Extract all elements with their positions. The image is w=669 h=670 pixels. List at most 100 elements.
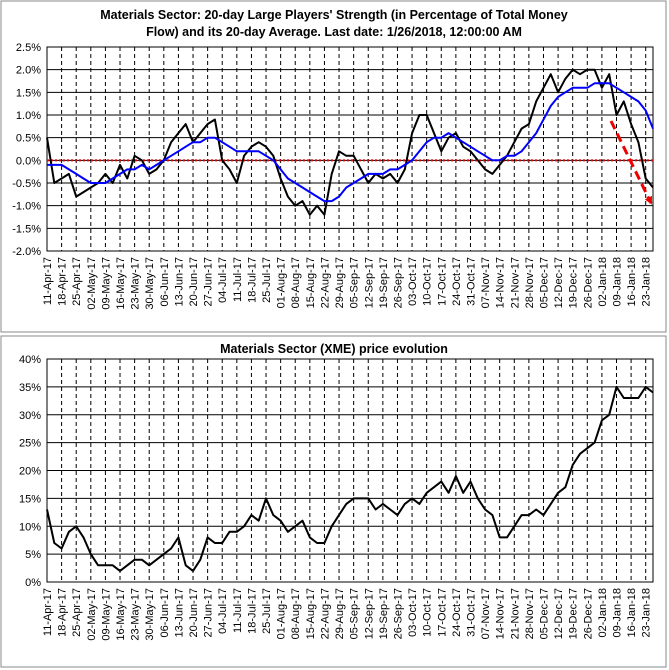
y-tick-label: 30% (19, 410, 41, 422)
chart-layer: Materials Sector: 20-day Large Players' … (12, 8, 654, 641)
x-tick-label: 25-Jul-17 (261, 257, 273, 303)
x-tick-label: 25-Apr-17 (71, 257, 83, 306)
x-tick-label: 19-Dec-17 (568, 588, 580, 639)
x-tick-label: 16-May-17 (115, 257, 127, 310)
x-tick-label: 30-May-17 (144, 257, 156, 310)
x-tick-label: 17-Oct-17 (436, 588, 448, 637)
x-tick-label: 18-Jul-17 (246, 588, 258, 634)
x-tick-label: 10-Oct-17 (422, 257, 434, 306)
x-tick-label: 19-Dec-17 (568, 257, 580, 308)
x-tick-label: 23-Jan-18 (641, 588, 653, 638)
x-tick-label: 11-Apr-17 (42, 257, 54, 305)
series-line (46, 385, 654, 572)
y-tick-label: -1.5% (12, 223, 41, 235)
x-tick-label: 05-Sep-17 (349, 588, 361, 639)
x-tick-label: 10-Oct-17 (422, 588, 434, 637)
y-tick-label: 25% (19, 438, 41, 450)
x-tick-label: 11-Apr-17 (42, 588, 54, 636)
x-tick-label: 24-Oct-17 (451, 588, 463, 637)
x-tick-label: 07-Nov-17 (480, 257, 492, 308)
x-tick-label: 01-Aug-17 (276, 588, 288, 639)
x-tick-label: 05-Dec-17 (538, 257, 550, 308)
x-tick-label: 09-Jan-18 (611, 257, 623, 307)
x-tick-label: 26-Dec-17 (582, 257, 594, 308)
y-tick-label: 1.0% (16, 110, 41, 122)
y-tick-label: 40% (19, 354, 41, 366)
x-tick-label: 13-Jun-17 (173, 588, 185, 638)
x-tick-label: 28-Nov-17 (524, 588, 536, 639)
x-tick-label: 09-May-17 (100, 588, 112, 641)
chart-title: Materials Sector: 20-day Large Players' … (100, 8, 568, 22)
x-tick-label: 12-Sep-17 (363, 257, 375, 308)
x-tick-label: 27-Jun-17 (203, 257, 215, 307)
x-tick-label: 29-Aug-17 (334, 257, 346, 308)
x-tick-label: 16-Jan-18 (626, 257, 638, 307)
x-tick-label: 31-Oct-17 (465, 257, 477, 306)
y-tick-label: 2.0% (16, 65, 41, 77)
x-tick-label: 08-Aug-17 (290, 257, 302, 308)
x-tick-label: 04-Jul-17 (217, 588, 229, 634)
x-tick-label: 05-Dec-17 (538, 588, 550, 639)
x-tick-label: 15-Aug-17 (305, 588, 317, 639)
x-tick-label: 15-Aug-17 (305, 257, 317, 308)
x-tick-label: 22-Aug-17 (319, 588, 331, 639)
x-tick-label: 25-Jul-17 (261, 588, 273, 634)
x-tick-label: 18-Apr-17 (57, 588, 69, 637)
x-tick-label: 27-Jun-17 (203, 588, 215, 638)
x-tick-label: 14-Nov-17 (495, 588, 507, 639)
x-tick-label: 08-Aug-17 (290, 588, 302, 639)
series-line (47, 82, 654, 203)
chart-title: Flow) and its 20-day Average. Last date:… (146, 25, 522, 39)
x-tick-label: 22-Aug-17 (319, 257, 331, 308)
series-line (46, 68, 654, 216)
y-tick-label: -0.5% (12, 178, 41, 190)
x-tick-label: 21-Nov-17 (509, 257, 521, 308)
x-tick-label: 12-Sep-17 (363, 588, 375, 639)
x-tick-label: 05-Sep-17 (349, 257, 361, 308)
y-tick-label: -2.0% (12, 246, 41, 258)
x-tick-label: 06-Jun-17 (159, 257, 171, 307)
x-tick-label: 29-Aug-17 (334, 588, 346, 639)
x-tick-label: 16-May-17 (115, 588, 127, 641)
x-tick-label: 01-Aug-17 (276, 257, 288, 308)
x-tick-label: 21-Nov-17 (509, 588, 521, 639)
y-tick-label: 20% (19, 466, 41, 478)
y-tick-label: 5% (25, 549, 41, 561)
x-tick-label: 25-Apr-17 (71, 588, 83, 637)
x-tick-label: 03-Oct-17 (407, 588, 419, 637)
x-tick-label: 04-Jul-17 (217, 257, 229, 303)
x-tick-label: 16-Jan-18 (626, 588, 638, 638)
x-tick-label: 11-Jul-17 (232, 588, 244, 633)
x-tick-label: 13-Jun-17 (173, 257, 185, 307)
x-tick-label: 20-Jun-17 (188, 588, 200, 638)
y-tick-label: 0.5% (16, 133, 41, 145)
x-tick-label: 02-Jan-18 (597, 257, 609, 307)
y-tick-label: 2.5% (16, 42, 41, 54)
x-tick-label: 26-Sep-17 (392, 257, 404, 308)
x-tick-label: 19-Sep-17 (378, 257, 390, 308)
x-tick-label: 02-May-17 (86, 257, 98, 310)
x-tick-label: 12-Dec-17 (553, 257, 565, 308)
y-tick-label: 15% (19, 493, 41, 505)
x-tick-label: 20-Jun-17 (188, 257, 200, 307)
y-tick-label: 35% (19, 382, 41, 394)
x-tick-label: 12-Dec-17 (553, 588, 565, 639)
x-tick-label: 23-Jan-18 (641, 257, 653, 307)
x-tick-label: 17-Oct-17 (436, 257, 448, 306)
x-tick-label: 02-May-17 (86, 588, 98, 641)
x-tick-label: 23-May-17 (130, 588, 142, 641)
y-tick-label: 0% (25, 577, 41, 589)
y-tick-label: 0.0% (16, 155, 41, 167)
y-tick-label: -1.0% (12, 201, 41, 213)
x-tick-label: 24-Oct-17 (451, 257, 463, 306)
panel-frame (0, 335, 667, 668)
x-tick-label: 23-May-17 (130, 257, 142, 310)
x-tick-label: 28-Nov-17 (524, 257, 536, 308)
x-tick-label: 07-Nov-17 (480, 588, 492, 639)
x-tick-label: 06-Jun-17 (159, 588, 171, 638)
x-tick-label: 26-Dec-17 (582, 588, 594, 639)
trend-arrow (609, 120, 653, 205)
x-tick-label: 02-Jan-18 (597, 588, 609, 638)
